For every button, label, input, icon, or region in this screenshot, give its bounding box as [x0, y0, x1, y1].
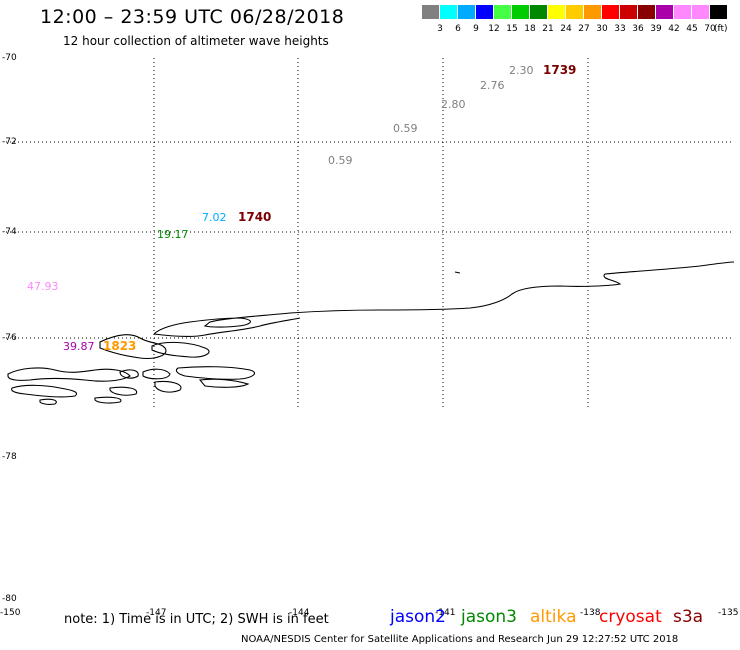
satellite-legend-cryosat: cryosat: [599, 607, 662, 627]
color-bar-label: 42: [668, 24, 680, 34]
pass-time-label: 1823: [103, 339, 137, 353]
color-bar-label: 12: [488, 24, 500, 34]
color-bar-label: 15: [506, 24, 518, 34]
longitude-label: -144: [289, 608, 310, 618]
latitude-label: -80: [2, 594, 17, 604]
wave-height-label: 7.02: [202, 211, 227, 224]
wave-height-label: 0.59: [328, 154, 353, 167]
color-swatch: [476, 5, 493, 19]
wave-height-label: 2.30: [509, 64, 534, 77]
units-note: note: 1) Time is in UTC; 2) SWH is in fe…: [64, 612, 329, 627]
wave-height-label: 19.17: [157, 228, 189, 241]
color-swatch: [692, 5, 709, 19]
color-swatch: [530, 5, 547, 19]
latitude-label: -76: [2, 333, 17, 343]
color-swatch: [422, 5, 439, 19]
color-bar-label: 70: [704, 24, 716, 34]
map-subtitle: 12 hour collection of altimeter wave hei…: [63, 34, 329, 48]
longitude-label: -150: [0, 608, 21, 618]
wave-height-label: 39.87: [63, 340, 95, 353]
color-bar-label: 9: [473, 24, 479, 34]
latitude-label: -70: [2, 53, 17, 63]
color-bar-label: 18: [524, 24, 536, 34]
footer-credit: NOAA/NESDIS Center for Satellite Applica…: [241, 634, 679, 645]
color-bar-label: 33: [614, 24, 626, 34]
color-swatch: [620, 5, 637, 19]
satellite-legend-jason3: jason3: [461, 607, 517, 627]
color-bar-label: 6: [455, 24, 461, 34]
pass-time-label: 1740: [238, 210, 272, 224]
color-bar-label: 3: [437, 24, 443, 34]
color-bar-unit: (ft): [714, 24, 728, 34]
color-swatch: [440, 5, 457, 19]
color-swatch: [602, 5, 619, 19]
color-bar-label: 45: [686, 24, 698, 34]
color-swatch: [656, 5, 673, 19]
color-bar-label: 24: [560, 24, 572, 34]
coastline: [7, 261, 735, 405]
map-title: 12:00 – 23:59 UTC 06/28/2018: [40, 6, 345, 28]
longitude-label: -147: [146, 608, 167, 618]
color-swatch: [638, 5, 655, 19]
color-swatch: [458, 5, 475, 19]
color-bar-label: 27: [578, 24, 590, 34]
color-bar-label: 36: [632, 24, 644, 34]
wave-height-label: 2.76: [480, 79, 505, 92]
latitude-label: -72: [2, 137, 17, 147]
satellite-legend-jason2: jason2: [390, 607, 446, 627]
wave-height-label: 2.80: [441, 98, 466, 111]
satellite-legend-s3a: s3a: [673, 607, 704, 627]
color-bar-label: 21: [542, 24, 554, 34]
longitude-label: -135: [718, 608, 739, 618]
color-swatch: [584, 5, 601, 19]
graticule: [6, 58, 734, 408]
satellite-legend-altika: altika: [530, 607, 577, 627]
color-swatch: [674, 5, 691, 19]
latitude-label: -74: [2, 227, 17, 237]
wave-height-label: 47.93: [27, 280, 59, 293]
color-swatch: [566, 5, 583, 19]
wave-height-label: 0.59: [393, 122, 418, 135]
color-swatch: [548, 5, 565, 19]
color-swatch: [710, 5, 727, 19]
color-bar-label: 30: [596, 24, 608, 34]
latitude-label: -78: [2, 452, 17, 462]
longitude-label: -141: [435, 608, 456, 618]
color-bar-label: 39: [650, 24, 662, 34]
pass-time-label: 1739: [543, 63, 577, 77]
longitude-label: -138: [580, 608, 601, 618]
color-swatch: [494, 5, 511, 19]
color-swatch: [512, 5, 529, 19]
